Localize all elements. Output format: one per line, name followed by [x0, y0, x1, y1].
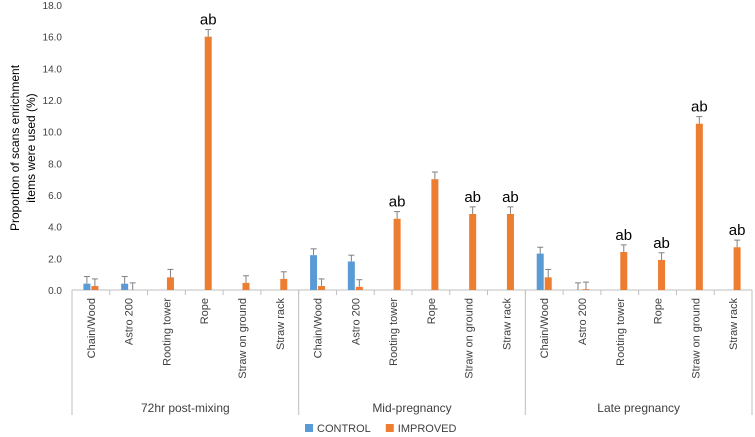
category-label-11: Straw rack	[501, 298, 513, 350]
y-axis-label-line-1: items were used (%)	[24, 93, 38, 202]
y-tick-label-1: 2.0	[48, 254, 62, 265]
y-tick-label-9: 18.0	[43, 1, 63, 12]
y-tick-label-4: 8.0	[48, 159, 62, 170]
significance-label-3: ab	[200, 12, 217, 29]
category-label-8: Rooting tower	[388, 298, 400, 366]
category-label-15: Rope	[653, 298, 665, 324]
significance-label-16: ab	[691, 99, 708, 116]
legend-label-control: CONTROL	[317, 423, 371, 435]
category-label-13: Astro 200	[577, 298, 589, 345]
significance-label-10: ab	[464, 189, 481, 206]
significance-label-11: ab	[502, 189, 519, 206]
category-label-0: Chain/Wood	[86, 298, 98, 358]
significance-label-15: ab	[653, 235, 670, 252]
bar-improved-4	[242, 282, 250, 290]
bar-control-1	[121, 283, 129, 290]
category-label-12: Chain/Wood	[539, 298, 551, 358]
bar-improved-6	[318, 286, 326, 290]
y-tick-label-5: 10.0	[43, 128, 63, 139]
bar-improved-15	[658, 259, 666, 290]
group-label-2: Late pregnancy	[597, 401, 680, 415]
category-label-5: Straw rack	[275, 298, 287, 350]
significance-label-8: ab	[389, 194, 406, 211]
category-label-2: Rooting tower	[161, 298, 173, 366]
y-axis-label: Proportion of scans enrichment items were…	[8, 64, 38, 231]
bar-improved-5	[280, 278, 288, 290]
y-tick-label-2: 4.0	[48, 223, 62, 234]
category-label-7: Astro 200	[350, 298, 362, 345]
bar-improved-2	[166, 277, 174, 290]
y-tick-label-7: 14.0	[43, 64, 63, 75]
category-label-16: Straw on ground	[690, 298, 702, 379]
y-tick-label-6: 12.0	[43, 96, 63, 107]
y-tick-label-8: 16.0	[43, 33, 63, 44]
significance-label-17: ab	[729, 222, 746, 239]
category-label-9: Rope	[426, 298, 438, 324]
group-label-0: 72hr post-mixing	[141, 401, 230, 415]
legend-label-improved: IMPROVED	[398, 423, 457, 435]
bar-improved-10	[469, 214, 477, 290]
bar-improved-14	[620, 252, 628, 290]
bar-improved-16	[695, 123, 703, 290]
legend-swatch-control	[305, 424, 313, 432]
bar-improved-7	[355, 286, 363, 290]
category-label-17: Straw rack	[728, 298, 740, 350]
category-label-4: Straw on ground	[237, 298, 249, 379]
bar-improved-17	[733, 247, 741, 290]
legend-swatch-improved	[385, 424, 394, 432]
y-tick-label-0: 0.0	[48, 286, 62, 297]
category-label-6: Chain/Wood	[313, 298, 325, 358]
bar-improved-12	[544, 277, 552, 290]
group-label-1: Mid-pregnancy	[372, 401, 451, 415]
bar-improved-9	[431, 179, 439, 290]
bar-control-6	[310, 255, 318, 290]
bar-control-0	[83, 283, 91, 290]
category-label-10: Straw on ground	[464, 298, 476, 379]
y-axis-label-line-0: Proportion of scans enrichment	[8, 64, 22, 231]
bar-improved-3	[204, 36, 212, 290]
bar-improved-0	[91, 286, 99, 290]
category-label-14: Rooting tower	[615, 298, 627, 366]
bar-improved-8	[393, 218, 401, 290]
y-tick-label-3: 6.0	[48, 191, 62, 202]
bar-improved-11	[506, 214, 514, 290]
bar-control-12	[536, 253, 544, 290]
category-label-3: Rope	[199, 298, 211, 324]
significance-label-14: ab	[615, 227, 632, 244]
category-label-1: Astro 200	[124, 298, 136, 345]
bar-control-7	[347, 261, 355, 290]
bar-improved-13	[582, 289, 590, 290]
